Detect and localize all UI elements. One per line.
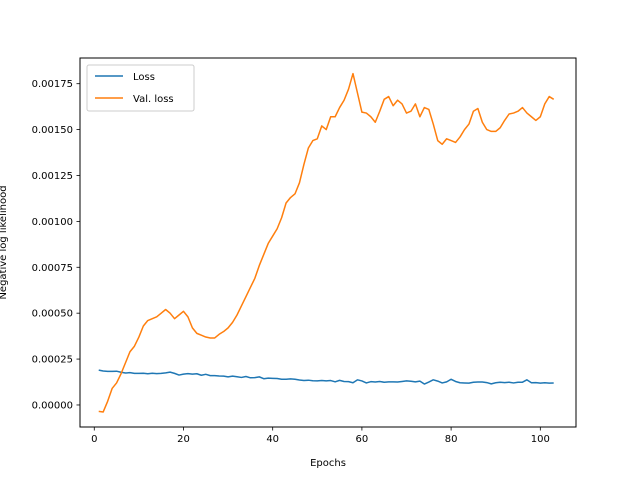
x-axis: 0 20 40 60 80 100 [91,427,550,445]
y-tick-label: 0.00150 [32,125,73,136]
y-tick-label: 0.00075 [32,263,73,274]
series-line-loss [98,369,554,385]
x-tick-label: 0 [91,434,97,445]
y-axis: 0.00000 0.00025 0.00050 0.00075 0.00100 0.001… [32,79,80,411]
legend: Loss Val. loss [86,64,195,112]
x-tick-label: 80 [445,434,458,445]
legend-entry-label: Val. loss [133,94,174,105]
plot-frame [79,57,577,428]
legend-entry-label: Loss [133,72,155,83]
series-layer [98,72,555,413]
y-tick-label: 0.00000 [32,400,73,411]
y-tick-label: 0.00100 [32,217,73,228]
x-tick-label: 100 [531,434,550,445]
x-tick-label: 40 [266,434,279,445]
y-axis-label: Negative log likelihood [0,185,9,299]
y-tick-label: 0.00025 [32,355,73,366]
x-axis-label: Epochs [310,458,346,469]
x-tick-label: 20 [177,434,190,445]
y-tick-label: 0.00125 [32,171,73,182]
y-tick-label: 0.00050 [32,309,73,320]
y-tick-label: 0.00175 [32,79,73,90]
x-tick-label: 60 [356,434,369,445]
plot-area [80,58,576,427]
series-line-val-loss [98,72,555,413]
